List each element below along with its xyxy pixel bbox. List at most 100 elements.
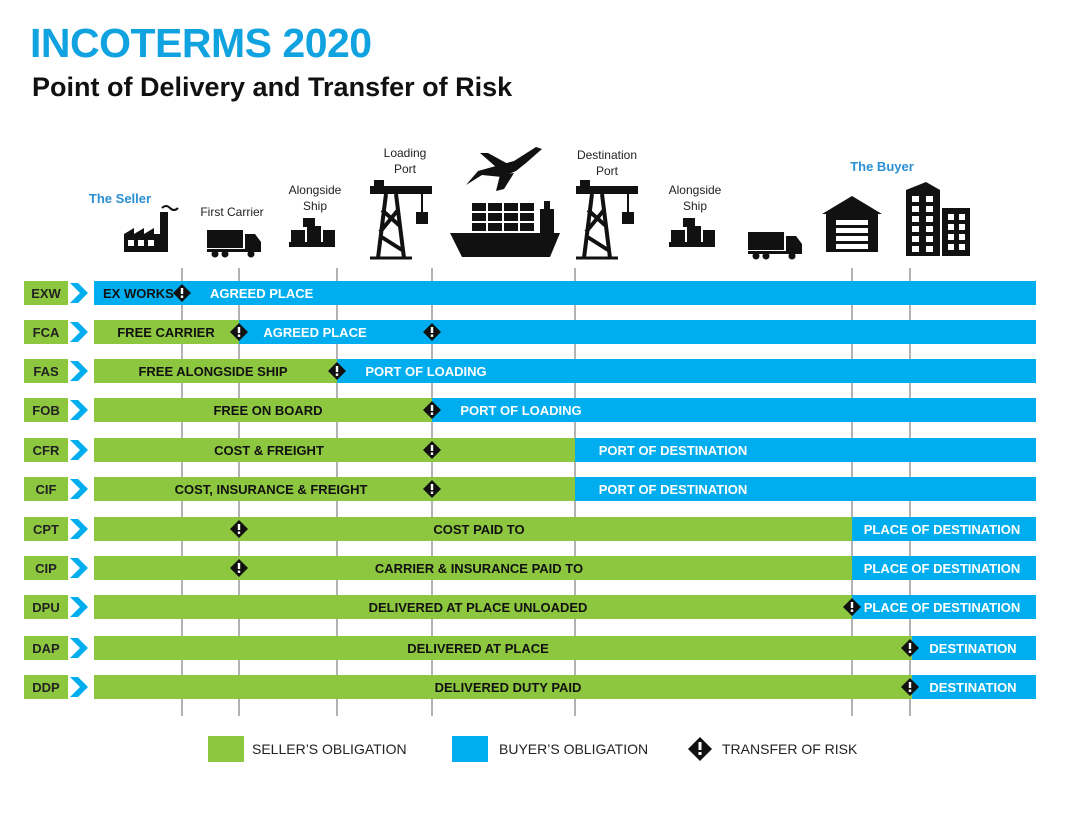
location-label-alongside-destination: Alongside [669,183,722,197]
location-labels: The Seller First Carrier Alongside Ship Load… [89,146,914,219]
buyer-obligation-bar [852,517,1036,541]
buyer-obligation-bar [337,359,1036,383]
legend-seller-label: SELLER’S OBLIGATION [252,741,407,757]
term-code-box [24,359,68,383]
term-code: CIP [35,561,57,576]
factory-icon [124,205,179,252]
buyer-obligation-bar [912,636,1036,660]
buyer-obligation-bar [94,281,1036,305]
plane-and-ship-icon [450,147,560,257]
buyer-obligation-bar [575,438,1036,462]
chevron-icon [70,677,88,697]
location-label-destination-port: Destination [577,148,637,162]
buildings-icon [906,182,970,256]
buyer-obligation-text: PLACE OF DESTINATION [864,561,1020,576]
warehouse-icon [822,196,882,252]
crane-icon [576,180,638,260]
incoterm-row: EXW EX WORKS AGREED PLACE [24,281,1036,305]
risk-diamond-icon [230,559,248,577]
incoterm-rows: EXW EX WORKS AGREED PLACE FCA FREE CARRIER AG… [24,281,1036,699]
seller-obligation-bar [94,517,852,541]
buyer-obligation-text: PLACE OF DESTINATION [864,600,1020,615]
chevron-icon [70,361,88,381]
term-code-box [24,281,68,305]
incoterm-row: CPT COST PAID TO PLACE OF DESTINATION [24,517,1036,541]
seller-obligation-text: CARRIER & INSURANCE PAID TO [375,561,583,576]
risk-diamond-icon [230,520,248,538]
chevron-icon [70,638,88,658]
buyer-obligation-text: PORT OF LOADING [460,403,581,418]
term-code: CFR [33,443,60,458]
incoterm-row: DPU DELIVERED AT PLACE UNLOADED PLACE OF D… [24,595,1036,619]
risk-diamond-icon [901,639,919,657]
legend-buyer-swatch [452,736,488,762]
seller-obligation-text: COST, INSURANCE & FREIGHT [175,482,368,497]
risk-diamond-icon [901,678,919,696]
buyer-obligation-bar [852,595,1036,619]
crane-icon [370,180,432,260]
chevron-icon [70,400,88,420]
seller-obligation-text: FREE ON BOARD [213,403,322,418]
chevron-icon [70,440,88,460]
chevron-icon [70,558,88,578]
incoterm-row: CFR COST & FREIGHT PORT OF DESTINATION [24,438,1036,462]
chevron-icon [70,519,88,539]
incoterm-row: CIF COST, INSURANCE & FREIGHT PORT OF DEST… [24,477,1036,501]
buyer-obligation-text: PLACE OF DESTINATION [864,522,1020,537]
term-code: FCA [33,325,60,340]
chevron-icon [70,479,88,499]
seller-obligation-text: FREE CARRIER [117,325,215,340]
location-label-buyer: The Buyer [850,159,914,174]
risk-diamond-icon [328,362,346,380]
term-code-box [24,398,68,422]
legend: SELLER’S OBLIGATION BUYER’S OBLIGATION TRA… [208,736,858,762]
buyer-obligation-text: DESTINATION [929,680,1016,695]
term-code: CIF [36,482,57,497]
buyer-obligation-text: AGREED PLACE [263,325,367,340]
boxes-icon [669,218,715,247]
page-subtitle: Point of Delivery and Transfer of Risk [32,72,513,102]
chevron-icon [70,283,88,303]
seller-obligation-bar [94,438,575,462]
seller-obligation-bar [94,595,852,619]
location-icons [124,147,970,260]
term-code: FOB [32,403,59,418]
term-code: DPU [32,600,59,615]
seller-obligation-text: COST & FREIGHT [214,443,324,458]
seller-obligation-bar [94,556,852,580]
seller-obligation-bar [94,398,432,422]
term-code: CPT [33,522,59,537]
legend-buyer-label: BUYER’S OBLIGATION [499,741,648,757]
buyer-obligation-text: DESTINATION [929,641,1016,656]
term-code-box [24,477,68,501]
seller-obligation-text: DELIVERED AT PLACE UNLOADED [369,600,588,615]
chevron-icon [70,597,88,617]
risk-diamond-icon [423,480,441,498]
location-label-alongside-destination: Ship [683,199,707,213]
legend-risk-label: TRANSFER OF RISK [722,741,858,757]
incoterm-row: FCA FREE CARRIER AGREED PLACE [24,320,1036,344]
buyer-obligation-bar [239,320,1036,344]
term-code-box [24,636,68,660]
term-code: DAP [32,641,60,656]
seller-obligation-bar [94,636,912,660]
location-label-first-carrier: First Carrier [200,205,263,219]
seller-obligation-text: DELIVERED AT PLACE [407,641,549,656]
location-label-seller: The Seller [89,191,151,206]
legend-seller-swatch [208,736,244,762]
seller-obligation-bar [94,477,575,501]
term-code-box [24,556,68,580]
location-label-alongside-origin: Ship [303,199,327,213]
seller-obligation-bar [94,675,912,699]
incoterm-row: FOB FREE ON BOARD PORT OF LOADING [24,398,1036,422]
term-code-box [24,517,68,541]
buyer-obligation-bar [432,398,1036,422]
term-code: FAS [33,364,59,379]
location-label-loading-port: Port [394,162,417,176]
truck-icon [748,232,802,260]
buyer-obligation-text: AGREED PLACE [210,286,314,301]
chevron-icon [70,322,88,342]
term-code-box [24,675,68,699]
